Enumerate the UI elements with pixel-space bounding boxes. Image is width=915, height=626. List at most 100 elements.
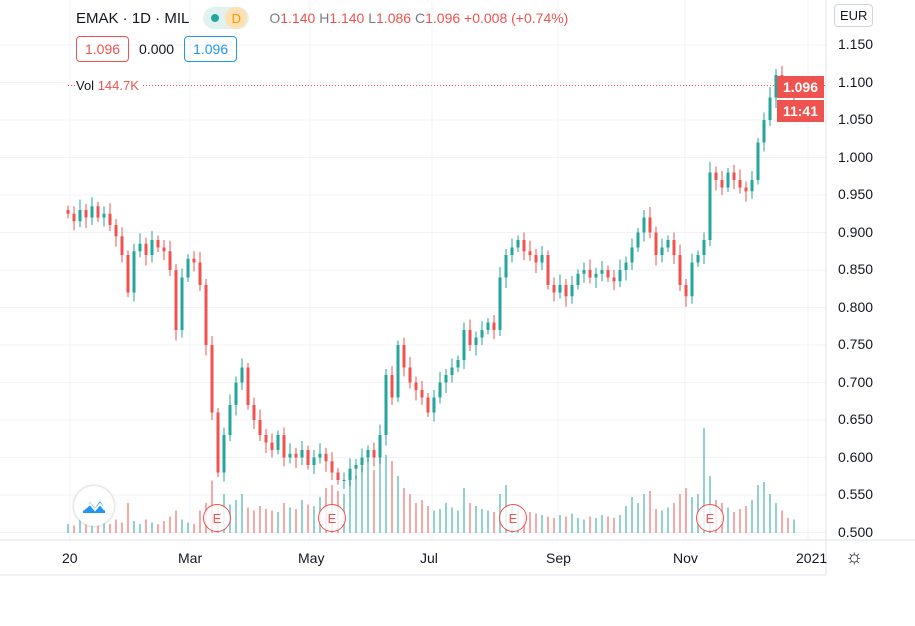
candle-body	[600, 270, 604, 274]
tradingview-logo-icon	[82, 501, 106, 513]
candle-body	[510, 247, 514, 255]
change-value: +0.008 (+0.74%)	[464, 10, 569, 26]
candle-body	[264, 435, 268, 443]
volume-bar	[565, 516, 567, 533]
x-tick-label: May	[298, 550, 325, 566]
currency-button[interactable]: EUR	[834, 4, 874, 27]
candle-body	[726, 172, 730, 188]
y-tick-label: 0.800	[838, 298, 874, 315]
candle-body	[402, 345, 406, 368]
volume-bar	[589, 516, 591, 533]
tradingview-logo-button[interactable]	[74, 486, 114, 526]
candle-body	[678, 255, 682, 285]
volume-bar	[121, 522, 123, 533]
volume-bar	[175, 510, 177, 533]
candle-body	[354, 465, 358, 469]
candle-body	[300, 450, 304, 458]
spread-value: 0.000	[139, 41, 175, 57]
symbol-title[interactable]: EMAK · 1D · MIL	[76, 9, 190, 27]
candle-body	[558, 285, 562, 293]
delayed-badge[interactable]: D	[225, 7, 248, 29]
candle-body	[450, 367, 454, 375]
candle-body	[66, 210, 70, 214]
candle-body	[258, 420, 262, 435]
volume-bar	[619, 515, 621, 533]
volume-bar	[787, 518, 789, 533]
candle-body	[210, 345, 214, 413]
candle-body	[288, 453, 292, 458]
volume-bar	[535, 513, 537, 533]
candle-body	[468, 330, 472, 345]
volume-bar	[637, 503, 639, 533]
candle-body	[474, 337, 478, 345]
candle-body	[636, 232, 640, 248]
candle-body	[732, 172, 736, 180]
open-value: 1.140	[280, 10, 316, 26]
candle-body	[96, 206, 100, 218]
volume-bar	[397, 476, 399, 533]
symbol-legend: EMAK · 1D · MIL D O1.140 H1.140 L1.086 C…	[76, 7, 568, 29]
volume-bar	[361, 465, 363, 533]
candle-body	[348, 468, 352, 480]
candle-body	[246, 367, 250, 405]
volume-bar	[289, 507, 291, 533]
earnings-marker[interactable]: E	[203, 504, 231, 532]
candle-body	[654, 232, 658, 255]
volume-bar	[457, 510, 459, 533]
candle-body	[594, 273, 598, 278]
y-tick-label: 0.900	[838, 223, 874, 240]
candle-body	[696, 255, 700, 263]
volume-bar	[469, 503, 471, 533]
sell-price-button[interactable]: 1.096	[76, 36, 130, 62]
candle-body	[408, 367, 412, 383]
candle-body	[702, 240, 706, 255]
candle-body	[546, 255, 550, 285]
y-tick-label: 1.150	[838, 36, 874, 52]
candle-body	[126, 255, 130, 293]
candle-body	[396, 345, 400, 398]
candle-body	[84, 210, 88, 218]
candle-body	[180, 277, 184, 330]
volume-bar	[691, 497, 693, 533]
earnings-marker[interactable]: E	[499, 504, 527, 532]
candle-body	[144, 243, 148, 255]
x-tick-label: 2021	[796, 550, 828, 566]
volume-bar	[265, 509, 267, 533]
candle-body	[738, 180, 742, 188]
earnings-marker[interactable]: E	[318, 504, 346, 532]
candle-body	[90, 206, 94, 218]
buy-price-button[interactable]: 1.096	[184, 36, 238, 62]
volume-bar	[79, 519, 81, 533]
settings-sun-icon[interactable]: ☼	[845, 546, 864, 568]
candle-body	[174, 270, 178, 330]
candle-body	[222, 435, 226, 473]
volume-bar	[577, 518, 579, 533]
volume-bar	[541, 515, 543, 533]
volume-bar	[793, 519, 795, 533]
market-status-pill: D	[203, 7, 250, 29]
candle-body	[366, 450, 370, 458]
volume-bar	[151, 522, 153, 533]
volume-bar	[661, 510, 663, 533]
volume-bar	[745, 506, 747, 533]
earnings-marker[interactable]: E	[696, 504, 724, 532]
candle-body	[720, 180, 724, 188]
candle-body	[342, 480, 346, 481]
candle-body	[660, 247, 664, 255]
quote-boxes: 1.096 0.000 1.096	[76, 36, 238, 62]
y-tick-label: 0.950	[838, 186, 874, 202]
candle-body	[606, 270, 610, 278]
volume-bar	[403, 488, 405, 533]
candle-body	[504, 255, 508, 278]
candle-body	[648, 217, 652, 233]
candle-body	[534, 255, 538, 263]
candle-body	[150, 240, 154, 255]
candle-body	[624, 262, 628, 270]
volume-bar	[625, 506, 627, 533]
volume-bar	[157, 524, 159, 533]
volume-bar	[355, 476, 357, 533]
candle-body	[72, 213, 76, 222]
candle-body	[324, 453, 328, 462]
